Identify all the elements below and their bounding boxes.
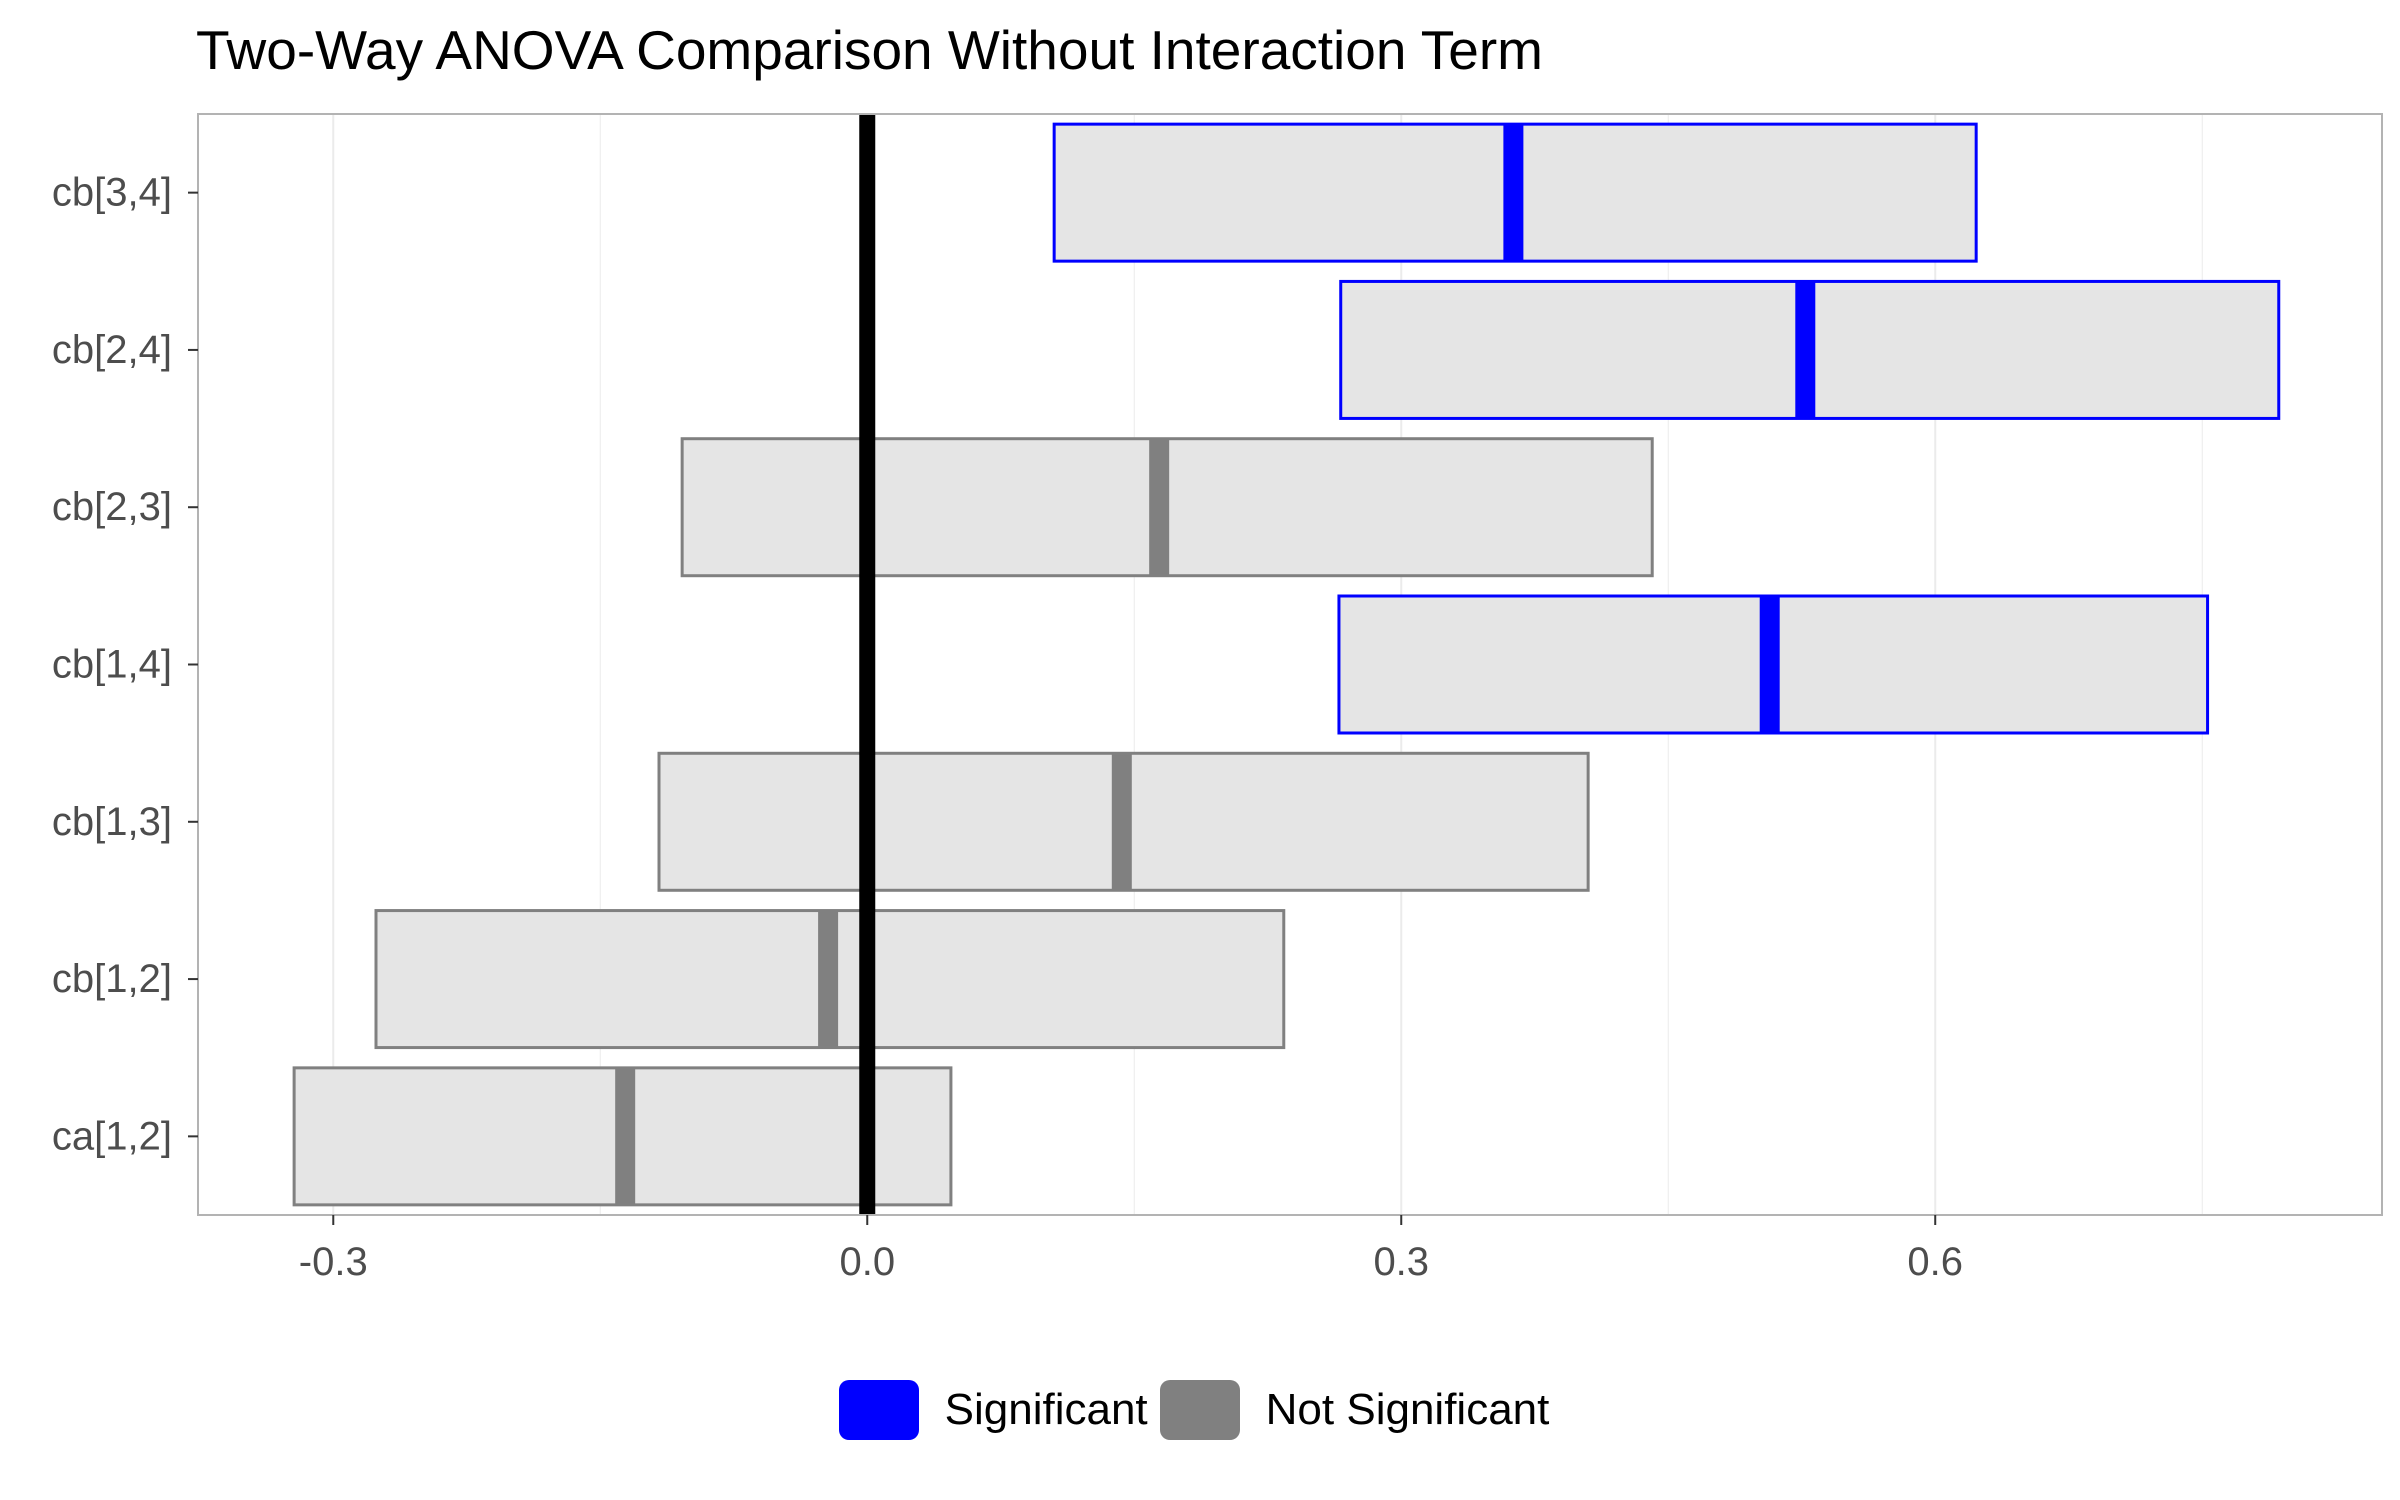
legend-label-significant: Significant <box>944 1385 1148 1434</box>
estimate-bar-cb-1-4 <box>1759 596 1780 733</box>
estimate-bar-ca-1-2 <box>615 1067 636 1205</box>
x-tick-label: 0.0 <box>839 1240 895 1284</box>
estimate-bar-cb-2-4 <box>1795 281 1816 419</box>
y-tick-label-cb-1-2: cb[1,2] <box>52 957 172 1001</box>
legend-item-significant: Significant <box>838 1380 1148 1440</box>
estimate-bar-cb-2-3 <box>1149 438 1170 576</box>
x-tick-label: 0.3 <box>1373 1240 1429 1284</box>
legend-key-significant <box>838 1380 919 1440</box>
estimate-bar-cb-1-3 <box>1111 753 1132 891</box>
legend-key-not-significant <box>1159 1380 1240 1440</box>
estimate-bar-cb-3-4 <box>1503 124 1524 262</box>
y-tick-label-ca-1-2: ca[1,2] <box>52 1114 172 1158</box>
estimate-bar-cb-1-2 <box>818 910 839 1048</box>
legend-label-not-significant: Not Significant <box>1265 1385 1550 1434</box>
y-tick-label-cb-2-3: cb[2,3] <box>52 485 172 529</box>
y-tick-label-cb-2-4: cb[2,4] <box>52 328 172 372</box>
legend: Significant Not Significant <box>0 1375 2400 1445</box>
x-tick-label: 0.6 <box>1907 1240 1963 1284</box>
x-tick-label: -0.3 <box>299 1240 368 1284</box>
chart-title: Two-Way ANOVA Comparison Without Interac… <box>196 19 1543 81</box>
y-tick-label-cb-3-4: cb[3,4] <box>52 171 172 215</box>
y-tick-label-cb-1-4: cb[1,4] <box>52 643 172 687</box>
y-tick-label-cb-1-3: cb[1,3] <box>52 800 172 844</box>
legend-item-not-significant: Not Significant <box>1159 1380 1550 1440</box>
